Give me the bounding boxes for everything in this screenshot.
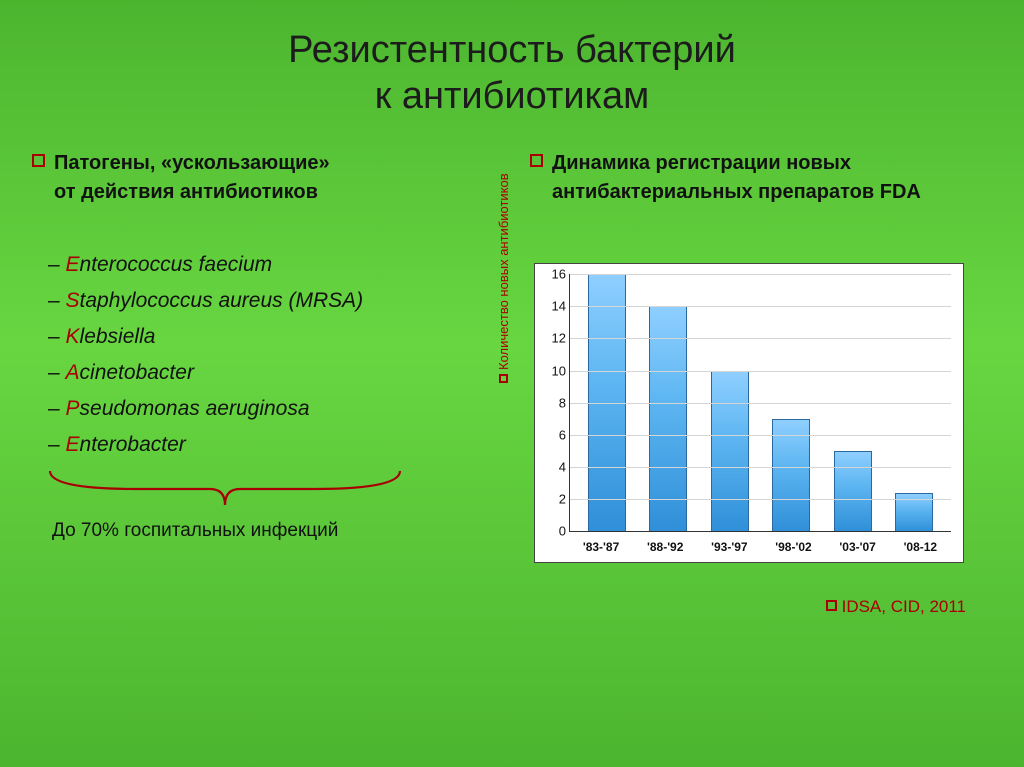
y-tick-label: 2 bbox=[544, 492, 566, 507]
title-line-2: к антибиотикам bbox=[375, 75, 650, 117]
y-tick-label: 8 bbox=[544, 395, 566, 410]
bullet-square-icon bbox=[32, 154, 45, 167]
x-tick-label: '93-'97 bbox=[711, 540, 747, 554]
bullet-square-icon bbox=[826, 600, 837, 611]
bar bbox=[711, 371, 749, 532]
left-subhead: Патогены, «ускользающие» от действия ант… bbox=[26, 149, 500, 207]
gridline bbox=[570, 306, 951, 307]
list-item: Pseudomonas aeruginosa bbox=[48, 397, 500, 421]
list-item: Staphylococcus aureus (MRSA) bbox=[48, 289, 500, 313]
species-list: Enterococcus faecium Staphylococcus aure… bbox=[26, 253, 500, 457]
gridline bbox=[570, 371, 951, 372]
gridline bbox=[570, 338, 951, 339]
right-column: Динамика регистрации новых антибактериал… bbox=[524, 149, 998, 617]
title-line-1: Резистентность бактерий bbox=[288, 29, 736, 71]
chart: Количество новых антибиотиков 0246810121… bbox=[534, 263, 964, 563]
chart-plot-area: 0246810121416 '83-'87'88-'92'93-'97'98-'… bbox=[534, 263, 964, 563]
left-subhead-line-1: Патогены, «ускользающие» bbox=[54, 152, 330, 174]
y-tick-label: 16 bbox=[544, 267, 566, 282]
bullet-square-icon bbox=[530, 154, 543, 167]
source-citation: IDSA, CID, 2011 bbox=[524, 597, 998, 617]
y-tick-label: 14 bbox=[544, 299, 566, 314]
gridline bbox=[570, 435, 951, 436]
y-tick-label: 6 bbox=[544, 427, 566, 442]
left-column: Патогены, «ускользающие» от действия ант… bbox=[26, 149, 500, 617]
left-subhead-line-2: от действия антибиотиков bbox=[54, 181, 318, 203]
left-footnote: До 70% госпитальных инфекций bbox=[52, 520, 500, 542]
right-subhead-line-1: Динамика регистрации новых bbox=[552, 152, 851, 174]
right-subhead: Динамика регистрации новых антибактериал… bbox=[524, 149, 998, 207]
list-item: Enterococcus faecium bbox=[48, 253, 500, 277]
list-item: Acinetobacter bbox=[48, 361, 500, 385]
x-tick-label: '98-'02 bbox=[775, 540, 811, 554]
bar bbox=[834, 451, 872, 531]
x-tick-label: '83-'87 bbox=[583, 540, 619, 554]
x-tick-label: '08-12 bbox=[904, 540, 938, 554]
slide: Резистентность бактерий к антибиотикам П… bbox=[0, 0, 1024, 767]
chart-x-ticks: '83-'87 '88-'92 '93-'97 '98-'02 '03-'07 '08-1… bbox=[569, 540, 951, 554]
y-tick-label: 4 bbox=[544, 459, 566, 474]
chart-y-label: Количество новых антибиотиков bbox=[496, 174, 511, 384]
bullet-square-icon bbox=[499, 374, 508, 383]
y-tick-label: 12 bbox=[544, 331, 566, 346]
gridline bbox=[570, 499, 951, 500]
gridline bbox=[570, 274, 951, 275]
x-tick-label: '03-'07 bbox=[839, 540, 875, 554]
list-item: Klebsiella bbox=[48, 325, 500, 349]
brace-icon bbox=[40, 469, 500, 514]
gridline bbox=[570, 403, 951, 404]
chart-axes: 0246810121416 bbox=[569, 274, 951, 532]
y-tick-label: 10 bbox=[544, 363, 566, 378]
columns: Патогены, «ускользающие» от действия ант… bbox=[26, 149, 998, 617]
gridline bbox=[570, 467, 951, 468]
bar bbox=[649, 306, 687, 531]
y-tick-label: 0 bbox=[544, 524, 566, 539]
right-subhead-line-2: антибактериальных препаратов FDA bbox=[552, 181, 921, 203]
x-tick-label: '88-'92 bbox=[647, 540, 683, 554]
slide-title: Резистентность бактерий к антибиотикам bbox=[26, 28, 998, 119]
list-item: Enterobacter bbox=[48, 433, 500, 457]
